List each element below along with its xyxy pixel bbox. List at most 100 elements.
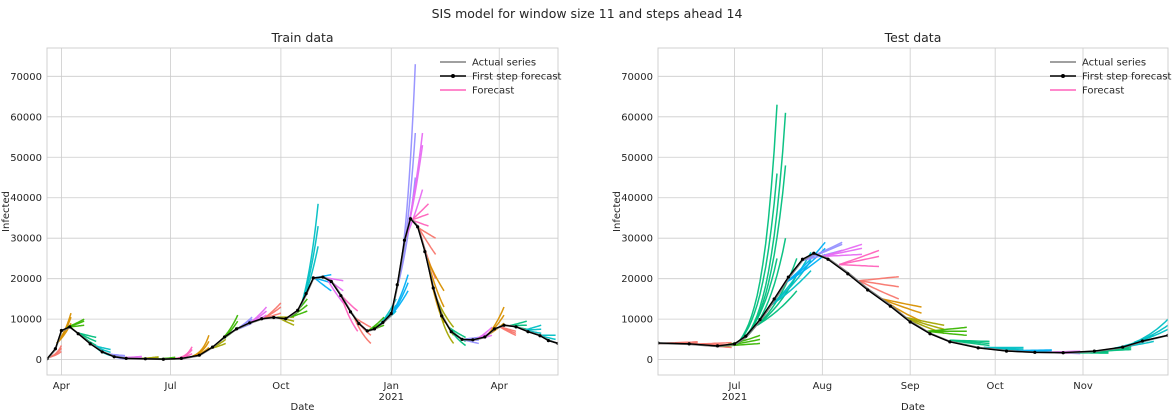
first-step-point [311,276,315,280]
first-step-point [460,337,464,341]
forecast-line [859,279,899,288]
x-tick-label: Aug [813,381,833,392]
first-step-point [1033,350,1037,354]
first-step-point [389,311,393,316]
forecast-line [79,332,97,339]
y-tick-label: 70000 [10,72,42,83]
first-step-point [248,321,252,325]
first-step-point [372,327,377,331]
forecast-line [411,213,429,221]
forecast-line [904,316,945,331]
x-tick-year-label: 2021 [379,392,404,403]
y-tick-label: 60000 [621,112,653,123]
first-step-point [1140,339,1145,343]
first-step-point [772,297,776,301]
y-axis-label: Infected [612,191,623,232]
first-step-point [423,249,427,254]
forecast-line [949,339,990,343]
x-axis-label: Date [901,402,925,413]
axes-frame [657,47,1169,376]
first-step-point [526,330,530,334]
x-tick-label: Jul [164,381,177,392]
first-step-point [76,332,80,336]
first-step-point [112,355,116,359]
forecast-line [79,332,97,343]
forecast-line [314,277,332,292]
forecast-line [426,258,445,292]
forecast-line [411,219,429,227]
forecast-line [785,241,826,284]
forecast-line [839,263,880,268]
forecast-line [411,203,430,221]
first-step-point [88,342,92,346]
x-tick-label: Jul [727,381,740,392]
panel-title: Test data [884,30,942,45]
first-step-point [339,294,343,298]
legend-marker [1061,74,1065,78]
first-step-point [234,327,239,331]
forecast-line [124,355,142,359]
forecast-line [927,326,967,333]
y-tick-label: 40000 [621,193,653,204]
x-tick-label: Nov [1073,381,1093,392]
x-axis-label: Date [291,402,315,413]
forecast-line [859,275,899,282]
first-step-point [1121,345,1125,349]
y-tick-label: 50000 [10,153,42,164]
forecast-line [881,298,922,314]
first-step-point [826,257,830,261]
first-step-point [538,334,542,338]
first-step-point [546,339,551,343]
forecast-line [1133,318,1168,344]
plot-area [47,64,558,361]
y-tick-label: 0 [647,355,653,366]
forecast-line [839,249,880,266]
forecast-line [49,345,63,358]
first-step-point [1004,349,1009,353]
forecast-line [524,324,542,331]
first-step-point [1092,349,1096,353]
first-step-point [381,320,385,324]
legend-label: Actual series [472,58,536,69]
y-tick-label: 0 [36,355,42,366]
first-step-point [210,345,215,349]
first-step-point [948,340,952,344]
y-tick-label: 60000 [10,112,42,123]
first-step-point [416,225,420,229]
first-step-point [483,335,487,339]
forecast-line [822,243,863,258]
forecast-line [390,274,409,316]
forecast-line [802,241,843,262]
forecast-line [756,290,798,326]
forecast-line [436,298,455,328]
x-tick-year-label: 2021 [722,392,747,403]
chart-panel-2: 0 10000 20000 30000 40000 50000 60000 70000 Jul2… [612,30,1172,413]
forecast-line [770,252,812,306]
y-tick-label: 10000 [10,315,42,326]
legend-label: First step forecast [472,72,562,83]
forecast-line [326,277,344,282]
x-tick-label: Jan [383,381,399,392]
first-step-point [321,275,325,279]
first-step-point [161,357,165,361]
forecast-line [340,294,359,332]
first-step-point [800,257,805,261]
first-step-point [888,304,892,308]
first-step-point [53,347,57,351]
forecast-line [736,104,778,344]
first-step-point [492,327,497,331]
first-step-point [402,238,407,242]
first-step-point [471,338,475,342]
first-step-point [514,325,518,329]
first-step-point [357,322,361,326]
first-step-point [440,314,444,318]
first-step-point [296,308,300,312]
forecast-line [498,325,517,333]
first-step-forecast-line [47,217,558,360]
legend: Actual series First step forecast Forecast [440,58,562,97]
x-tick-label: Apr [491,381,509,392]
x-tick-label: Sep [901,381,920,392]
first-step-point [272,315,276,320]
first-step-point [758,317,762,322]
